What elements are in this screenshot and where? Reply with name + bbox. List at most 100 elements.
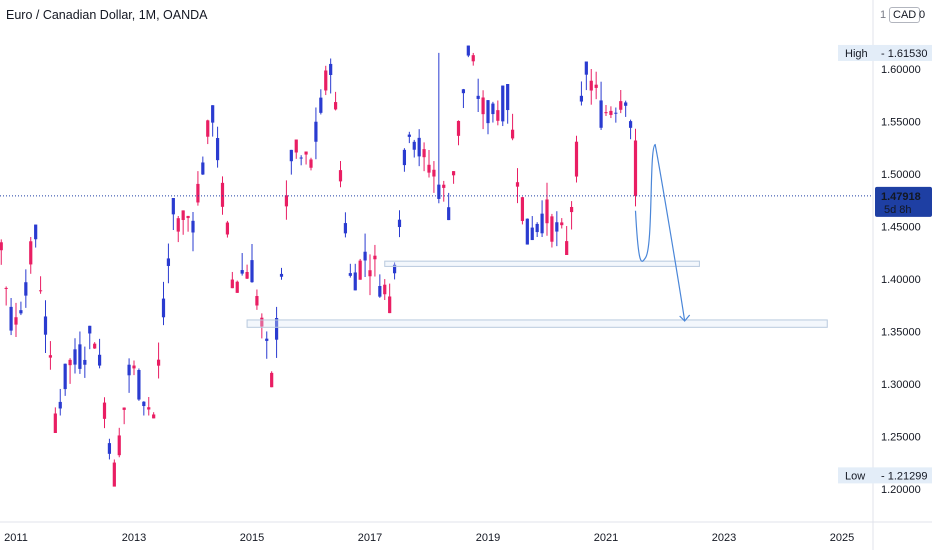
candle-body <box>579 95 584 102</box>
candle-body <box>397 219 402 228</box>
candle-body <box>368 270 372 277</box>
candle-body <box>38 290 43 292</box>
candle-body <box>599 100 603 128</box>
candle-body <box>530 227 534 241</box>
candle-body <box>329 63 333 76</box>
candle-body <box>304 151 308 155</box>
candle-body <box>461 89 466 94</box>
candle-body <box>496 110 500 121</box>
candle-body <box>515 182 520 187</box>
price-tick-label: 1.50000 <box>881 169 921 181</box>
candle-body <box>29 241 33 265</box>
candle-body <box>619 101 623 110</box>
last-price-value: 1.47918 <box>881 191 921 203</box>
candle-body <box>93 343 97 349</box>
time-tick-label: 2019 <box>476 532 500 544</box>
candle-body <box>614 112 618 114</box>
candle-body <box>235 281 239 293</box>
chart-title: Euro / Canadian Dollar, 1M, OANDA <box>6 8 208 22</box>
candle-body <box>19 310 23 314</box>
candle-body <box>152 414 156 419</box>
candle-body <box>211 105 215 123</box>
candle-body <box>510 129 515 139</box>
candle-body <box>206 120 210 137</box>
candle-body <box>117 435 121 456</box>
candle-body <box>604 112 608 114</box>
candle-body <box>338 170 343 182</box>
candle-body <box>48 355 53 358</box>
candle-body <box>491 103 495 115</box>
candle-body <box>319 97 323 113</box>
candle-body <box>107 443 112 454</box>
time-tick-label: 2013 <box>122 532 146 544</box>
candle-body <box>501 85 505 122</box>
price-axis-top-digit: 1 <box>880 9 887 21</box>
candle-body <box>166 258 171 266</box>
time-tick-label: 2023 <box>712 532 736 544</box>
candle-body <box>422 149 426 158</box>
candle-body <box>63 363 67 390</box>
support-zone-rectangle[interactable] <box>246 319 828 328</box>
candle-body <box>279 273 284 277</box>
candle-body <box>274 318 279 340</box>
candle-body <box>250 260 254 283</box>
price-tick-label: 1.55000 <box>881 117 921 129</box>
candle-body <box>88 325 92 334</box>
price-scale[interactable]: 1.60000 1.55000 1.50000 1.45000 1.40000 1.350… <box>838 44 932 496</box>
candle-body <box>378 285 382 297</box>
candle-body <box>142 401 146 407</box>
projection-path-arrow[interactable] <box>634 143 686 322</box>
candle-body <box>112 462 116 487</box>
candle-body <box>358 260 362 280</box>
high-price-value: - 1.61530 <box>881 48 927 60</box>
candle-body <box>137 369 141 400</box>
time-tick-label: 2021 <box>594 532 618 544</box>
candle-body <box>437 184 441 199</box>
candle-body <box>289 149 293 162</box>
candle-body <box>299 157 303 159</box>
time-tick-label: 2025 <box>830 532 854 544</box>
support-zone-rectangle[interactable] <box>384 260 700 267</box>
candle-body <box>565 241 569 256</box>
candle-body <box>161 298 166 318</box>
candle-body <box>333 102 338 110</box>
candle-body <box>68 359 72 366</box>
candle-body <box>633 140 638 196</box>
candle-body <box>407 134 411 137</box>
high-label-box <box>838 44 875 61</box>
candle-body <box>225 222 230 235</box>
candle-body <box>294 139 298 153</box>
candle-body <box>569 206 574 213</box>
time-scale[interactable]: 2011 2013 2015 2017 2019 2021 2023 2025 <box>4 532 854 544</box>
arrowhead-icon <box>679 314 691 322</box>
candle-body <box>201 162 205 175</box>
candle-body <box>506 84 510 111</box>
candle-body <box>363 251 367 261</box>
candle-body <box>230 279 234 289</box>
candle-body <box>392 264 397 274</box>
price-tick-label: 1.60000 <box>881 64 921 76</box>
candle-body <box>628 121 633 128</box>
candle-body <box>520 197 525 221</box>
candle-body <box>0 242 3 251</box>
time-tick-label: 2017 <box>358 532 382 544</box>
candle-body <box>584 61 588 75</box>
candle-body <box>191 220 195 233</box>
candle-body <box>34 224 38 240</box>
candle-body <box>24 282 28 296</box>
price-tick-label: 1.45000 <box>881 222 921 234</box>
currency-badge[interactable]: CAD <box>889 7 921 23</box>
candle-body <box>53 413 57 433</box>
candle-body <box>550 216 554 242</box>
candle-body <box>147 407 151 410</box>
candle-body <box>451 171 456 176</box>
high-price-value-box <box>875 44 932 61</box>
candle-body <box>589 80 593 91</box>
candle-body <box>181 210 185 220</box>
candle-body <box>540 213 544 234</box>
candle-body <box>574 141 579 177</box>
candle-body <box>417 137 421 157</box>
candle-body <box>309 159 313 168</box>
candle-body <box>466 45 470 56</box>
